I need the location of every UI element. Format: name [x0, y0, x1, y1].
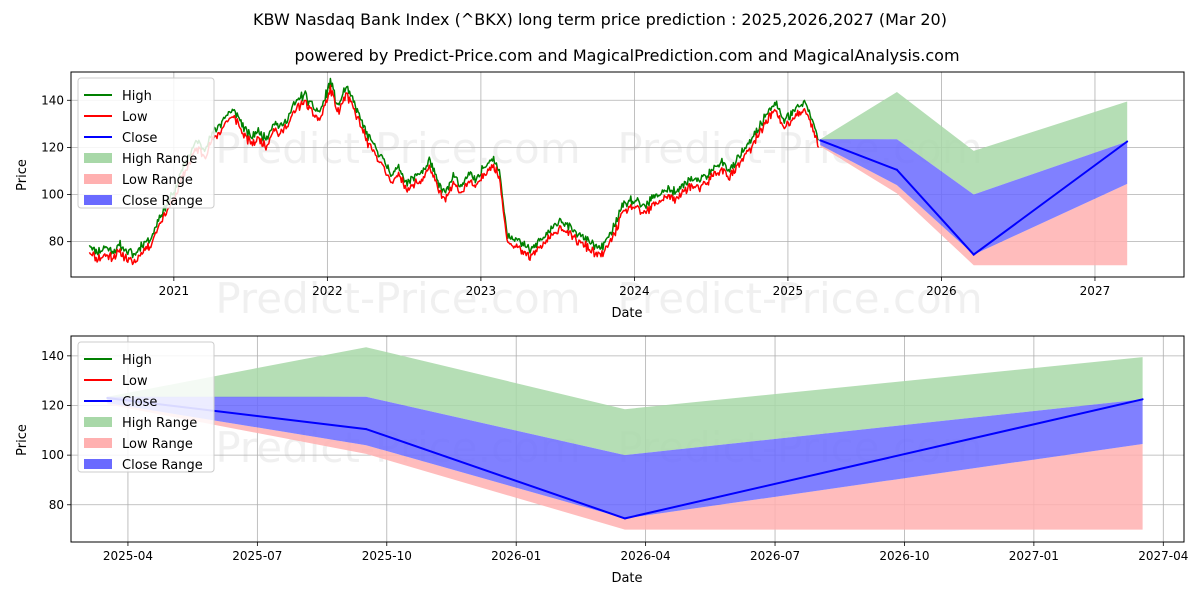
legend-close-range-swatch	[84, 459, 112, 469]
legend-low-range-swatch	[84, 438, 112, 448]
y-tick-label: 140	[41, 93, 64, 107]
close-forecast-line	[107, 397, 1143, 520]
y-axis-label: Price	[15, 159, 30, 191]
x-tick-label: 2022	[312, 284, 343, 298]
x-tick-label: 2026-07	[750, 549, 800, 563]
low-range-band	[820, 145, 1128, 266]
x-tick-label: 2025-04	[103, 549, 153, 563]
y-tick-label: 100	[41, 448, 64, 462]
x-tick-label: 2023	[466, 284, 497, 298]
legend-close-range-label: Close Range	[122, 458, 203, 473]
close-forecast-point	[365, 428, 368, 431]
legend-close-label: Close	[122, 131, 157, 146]
plot-frame	[70, 71, 1185, 278]
close-forecast-point	[623, 517, 626, 520]
high-range-band	[820, 92, 1128, 195]
y-tick-label: 120	[41, 398, 64, 412]
legend-high-range-swatch	[84, 153, 112, 163]
legend-high-range-label: High Range	[122, 152, 197, 167]
legend-close-label: Close	[122, 395, 157, 410]
legend-close-range-label: Close Range	[122, 194, 203, 209]
x-tick-label: 2026-04	[621, 549, 671, 563]
watermark: Predict-Price.com	[617, 274, 982, 323]
bottom-panel: Predict-Price.com Predict-Price.com 2025…	[15, 335, 1188, 586]
legend-low-range-label: Low Range	[122, 437, 193, 452]
chart-title: KBW Nasdaq Bank Index (^BKX) long term p…	[253, 10, 947, 29]
chart-subtitle: powered by Predict-Price.com and Magical…	[294, 46, 959, 65]
close-forecast-point	[819, 139, 822, 142]
high-range-band	[107, 347, 1143, 456]
x-tick-label: 2025-10	[362, 549, 412, 563]
x-tick-label: 2026	[926, 284, 957, 298]
legend-low-label: Low	[122, 110, 148, 125]
x-tick-label: 2027	[1080, 284, 1111, 298]
close-forecast-point	[1126, 140, 1129, 143]
legend-low-range-swatch	[84, 174, 112, 184]
x-tick-label: 2024	[619, 284, 650, 298]
close-forecast-point	[1141, 398, 1144, 401]
legend-high-range-label: High Range	[122, 416, 197, 431]
x-tick-label: 2025	[773, 284, 804, 298]
legend-high-label: High	[122, 353, 152, 368]
y-tick-label: 120	[41, 140, 64, 154]
x-axis-label: Date	[611, 571, 642, 586]
y-tick-label: 140	[41, 349, 64, 363]
legend-low-label: Low	[122, 374, 148, 389]
x-tick-label: 2026-01	[491, 549, 541, 563]
y-tick-label: 80	[49, 498, 64, 512]
y-tick-label: 80	[49, 235, 64, 249]
legend-close-range-swatch	[84, 195, 112, 205]
x-tick-label: 2021	[159, 284, 190, 298]
watermark: Predict-Price.com	[215, 274, 580, 323]
legend-low-range-label: Low Range	[122, 173, 193, 188]
legend: High Low Close High Range Low Range Close Ran…	[77, 77, 215, 209]
legend-high-range-swatch	[84, 417, 112, 427]
close-range-band	[107, 396, 1143, 519]
x-tick-label: 2027-01	[1009, 549, 1059, 563]
low-range-band	[107, 403, 1143, 530]
x-tick-label: 2026-10	[879, 549, 929, 563]
close-range-band	[820, 139, 1128, 255]
y-axis-label: Price	[15, 424, 30, 456]
legend: High Low Close High Range Low Range Close Ran…	[77, 341, 215, 473]
top-panel: Predict-Price.com Predict-Price.com Pred…	[15, 71, 1185, 323]
x-tick-label: 2027-04	[1138, 549, 1188, 563]
legend-high-label: High	[122, 89, 152, 104]
x-axis-label: Date	[611, 306, 642, 321]
x-tick-label: 2025-07	[232, 549, 282, 563]
y-tick-label: 100	[41, 188, 64, 202]
plot-frame	[70, 335, 1185, 543]
close-forecast-line	[819, 139, 1128, 256]
close-forecast-point	[895, 168, 898, 171]
close-forecast-point	[972, 253, 975, 256]
